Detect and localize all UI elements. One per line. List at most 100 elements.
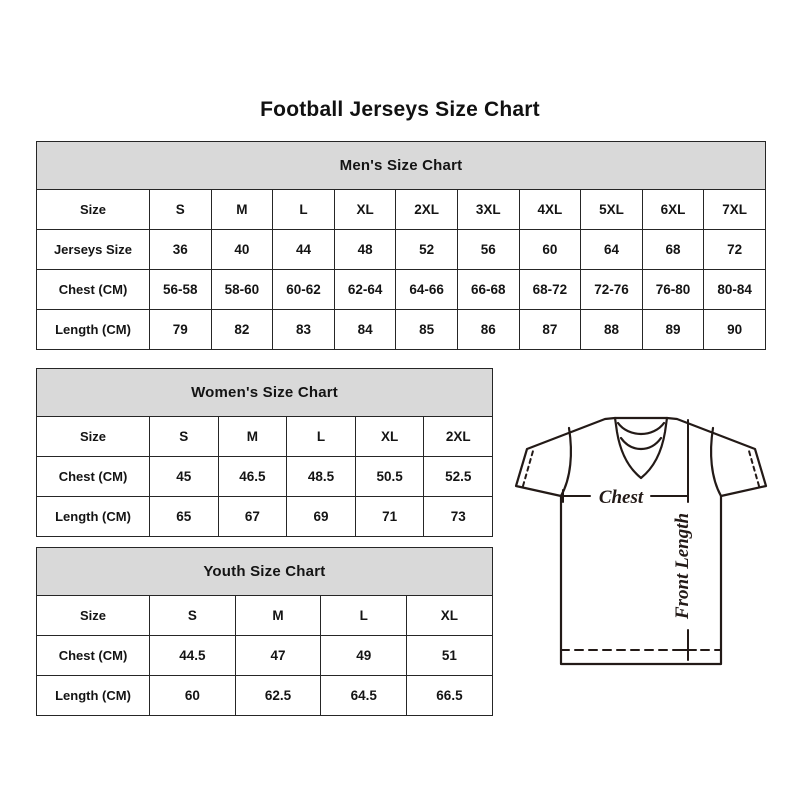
jersey-right-cuff-stitch: [748, 450, 760, 487]
table-cell: 44.5: [149, 635, 236, 676]
jersey-left-sleeve: [514, 416, 617, 498]
table-cell: 36: [149, 229, 212, 270]
cell-size-5xl: 5XL: [580, 189, 643, 230]
table-cell: 65: [149, 496, 219, 537]
table-cell: 44: [272, 229, 335, 270]
table-cell: 83: [272, 309, 335, 350]
cell-size-m: M: [234, 595, 322, 636]
table-cell: 72-76: [580, 269, 643, 310]
jersey-neckline-rib-2: [619, 436, 663, 451]
mens-size-table: Men's Size Chart Size S M L XL 2XL 3XL 4…: [36, 141, 766, 350]
table-cell: 48: [333, 229, 397, 270]
table-row: Chest (CM) 45 46.5 48.5 50.5 52.5: [36, 456, 494, 497]
table-cell: 72: [703, 229, 766, 270]
cell-size-3xl: 3XL: [456, 189, 520, 230]
table-cell: 60-62: [272, 269, 335, 310]
cell-size-6xl: 6XL: [641, 189, 705, 230]
table-cell: 89: [641, 309, 705, 350]
cell-size-s: S: [149, 595, 236, 636]
table-row: Size S M L XL 2XL: [36, 416, 494, 457]
row-label-size: Size: [36, 595, 150, 636]
chest-measure-label: Chest: [599, 487, 644, 508]
table-row: Size S M L XL: [36, 595, 493, 636]
table-row: Size S M L XL 2XL 3XL 4XL 5XL 6XL 7XL: [36, 189, 766, 230]
cell-size-xl: XL: [333, 189, 397, 230]
table-cell: 62.5: [234, 675, 322, 716]
row-label-size: Size: [36, 189, 150, 230]
table-cell: 64: [580, 229, 643, 270]
table-cell: 90: [703, 309, 766, 350]
jersey-measurement-diagram: Chest Front Length: [505, 398, 777, 690]
cell-size-s: S: [149, 189, 212, 230]
table-cell: 64-66: [395, 269, 458, 310]
table-cell: 40: [210, 229, 274, 270]
table-banner-row: Youth Size Chart: [36, 547, 493, 596]
table-cell: 56-58: [149, 269, 212, 310]
cell-size-m: M: [217, 416, 288, 457]
jersey-right-sleeve: [665, 416, 768, 498]
table-row: Length (CM) 60 62.5 64.5 66.5: [36, 675, 493, 716]
table-cell: 88: [580, 309, 643, 350]
table-cell: 71: [354, 496, 425, 537]
jersey-right-shoulder-seam: [709, 426, 723, 498]
jersey-left-cuff-stitch: [522, 450, 534, 487]
table-cell: 46.5: [217, 456, 288, 497]
table-cell: 62-64: [333, 269, 397, 310]
row-label-length: Length (CM): [36, 309, 150, 350]
table-row: Length (CM) 65 67 69 71 73: [36, 496, 494, 537]
cell-size-2xl: 2XL: [395, 189, 458, 230]
cell-size-l: L: [320, 595, 408, 636]
table-cell: 76-80: [641, 269, 705, 310]
table-cell: 50.5: [354, 456, 425, 497]
table-cell: 68-72: [518, 269, 582, 310]
table-cell: 52.5: [423, 456, 494, 497]
table-cell: 68: [641, 229, 705, 270]
table-cell: 82: [210, 309, 274, 350]
table-cell: 58-60: [210, 269, 274, 310]
jersey-left-shoulder-seam: [559, 426, 573, 498]
row-label-size: Size: [36, 416, 150, 457]
table-cell: 73: [423, 496, 494, 537]
table-row: Length (CM) 79 82 83 84 85 86 87 88 89 9…: [36, 309, 766, 350]
table-cell: 66-68: [456, 269, 520, 310]
table-row: Chest (CM) 56-58 58-60 60-62 62-64 64-66…: [36, 269, 766, 310]
cell-size-2xl: 2XL: [423, 416, 494, 457]
row-label-chest: Chest (CM): [36, 269, 150, 310]
cell-size-4xl: 4XL: [518, 189, 582, 230]
youth-table-banner: Youth Size Chart: [36, 547, 493, 596]
table-cell: 51: [406, 635, 493, 676]
youth-size-table: Youth Size Chart Size S M L XL Chest (CM…: [36, 547, 493, 716]
womens-table-banner: Women's Size Chart: [35, 368, 494, 417]
table-cell: 87: [518, 309, 582, 350]
row-label-jerseys-size: Jerseys Size: [36, 229, 150, 270]
table-cell: 56: [456, 229, 520, 270]
table-banner-row: Women's Size Chart: [35, 368, 494, 417]
jersey-neckline-rib-1: [616, 421, 666, 436]
table-cell: 84: [333, 309, 397, 350]
cell-size-l: L: [272, 189, 335, 230]
table-cell: 60: [518, 229, 582, 270]
cell-size-m: M: [210, 189, 274, 230]
cell-size-l: L: [286, 416, 356, 457]
row-label-length: Length (CM): [36, 675, 150, 716]
table-cell: 45: [149, 456, 219, 497]
cell-size-7xl: 7XL: [703, 189, 766, 230]
table-cell: 67: [217, 496, 288, 537]
table-cell: 80-84: [703, 269, 766, 310]
row-label-chest: Chest (CM): [36, 456, 150, 497]
page-title: Football Jerseys Size Chart: [260, 98, 540, 121]
front-length-measure-label: Front Length: [672, 513, 693, 620]
table-cell: 49: [320, 635, 408, 676]
table-cell: 47: [234, 635, 322, 676]
table-row: Jerseys Size 36 40 44 48 52 56 60 64 68 …: [36, 229, 766, 270]
cell-size-xl: XL: [406, 595, 493, 636]
mens-table-banner: Men's Size Chart: [36, 141, 766, 190]
table-cell: 86: [456, 309, 520, 350]
row-label-chest: Chest (CM): [36, 635, 150, 676]
table-cell: 60: [149, 675, 236, 716]
table-row: Chest (CM) 44.5 47 49 51: [36, 635, 493, 676]
table-cell: 85: [395, 309, 458, 350]
table-banner-row: Men's Size Chart: [36, 141, 766, 190]
table-cell: 64.5: [320, 675, 408, 716]
table-cell: 48.5: [286, 456, 356, 497]
